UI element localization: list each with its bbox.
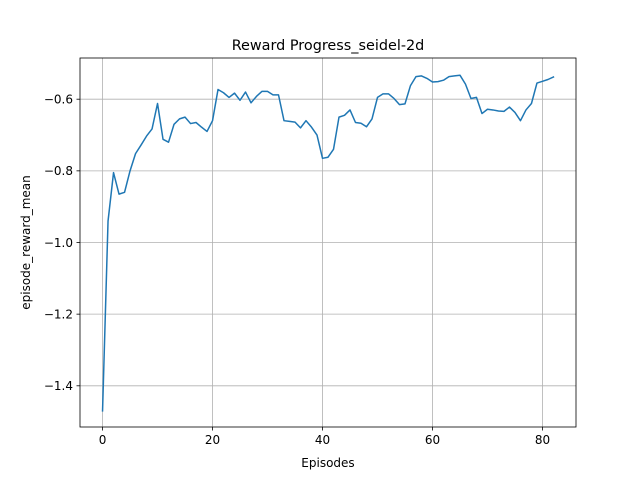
x-tick-label: 40: [315, 433, 330, 447]
grid-layer: [80, 58, 576, 427]
y-tick-label: −1.2: [44, 307, 73, 321]
y-tick-label: −0.8: [44, 164, 73, 178]
x-tick-label: 20: [205, 433, 220, 447]
y-tick-label: −1.4: [44, 379, 73, 393]
x-axis-label: Episodes: [301, 456, 354, 470]
tick-layer: 0 20 40 60 80 −1.4 −1.2 −1.0 −0.8 −0.6: [44, 92, 550, 447]
reward-series-line: [101, 74, 555, 412]
x-tick-label: 80: [535, 433, 550, 447]
x-tick-label: 60: [425, 433, 440, 447]
x-tick-label: 0: [99, 433, 107, 447]
series-layer: [101, 74, 555, 412]
y-axis-label: episode_reward_mean: [19, 175, 33, 310]
y-tick-label: −1.0: [44, 236, 73, 250]
chart-title: Reward Progress_seidel-2d: [232, 38, 425, 54]
y-tick-label: −0.6: [44, 92, 73, 106]
